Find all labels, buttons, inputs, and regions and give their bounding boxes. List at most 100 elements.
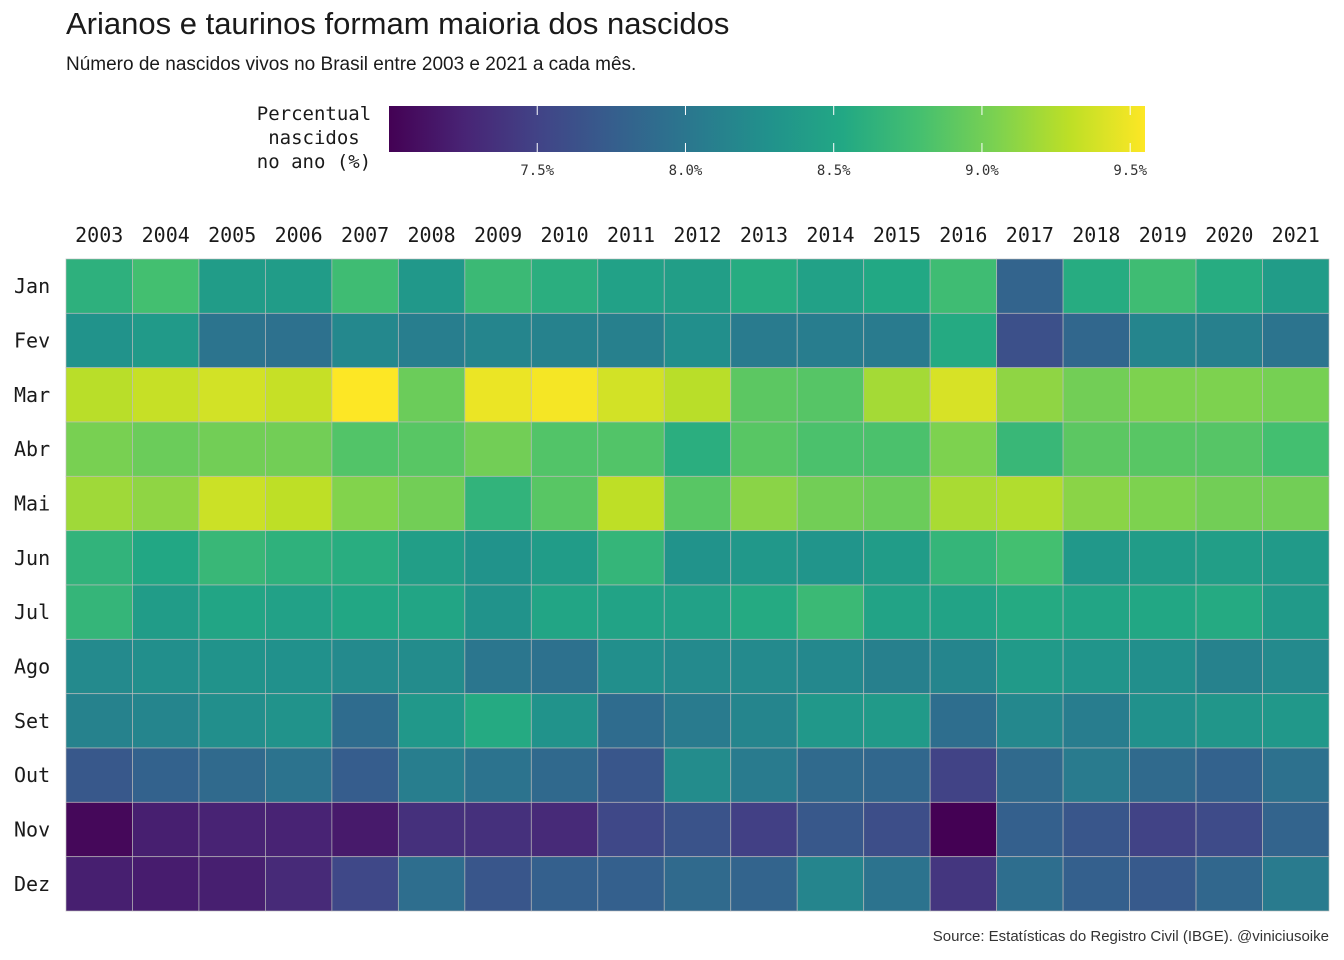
heatmap-cell [597, 584, 665, 640]
heatmap-cell [331, 638, 399, 695]
heatmap-cell [1129, 421, 1197, 477]
x-axis-label: 2012 [673, 223, 721, 247]
heatmap-cell [65, 312, 133, 369]
heatmap-cell [198, 421, 266, 477]
heatmap-cell [730, 475, 798, 532]
heatmap-cell [929, 638, 998, 695]
source-caption: Source: Estatísticas do Registro Civil (… [932, 928, 1329, 945]
heatmap-cell [663, 475, 732, 532]
heatmap-cell [663, 421, 732, 477]
legend-tick-label: 9.0% [965, 163, 999, 179]
heatmap-cell [796, 258, 865, 314]
heatmap-cell [597, 475, 665, 532]
heatmap-cell [597, 421, 665, 477]
heatmap-cell [132, 801, 200, 858]
heatmap-cell [996, 747, 1064, 803]
heatmap-cell [663, 856, 732, 912]
heatmap-cell [730, 584, 798, 640]
heatmap-cell [265, 421, 333, 477]
chart-title: Arianos e taurinos formam maioria dos na… [66, 6, 730, 41]
heatmap-cell [996, 584, 1064, 640]
heatmap-cell [796, 747, 865, 803]
heatmap-cell [996, 367, 1064, 423]
heatmap-cell [198, 475, 266, 532]
heatmap-cell [929, 367, 998, 423]
heatmap-cell [1129, 367, 1197, 423]
x-axis-label: 2003 [75, 223, 123, 247]
legend-colorbar [389, 106, 1145, 152]
heatmap-cell [464, 584, 532, 640]
heatmap-cell [730, 421, 798, 477]
heatmap-cell [397, 530, 466, 586]
heatmap-cell [65, 367, 133, 423]
heatmap-cell [1262, 693, 1330, 749]
heatmap-cell [132, 258, 200, 314]
heatmap-cell [65, 584, 133, 640]
heatmap-cell [663, 801, 732, 858]
heatmap-cell [464, 693, 532, 749]
heatmap-cell [65, 530, 133, 586]
heatmap-cell [597, 638, 665, 695]
heatmap-cell [1195, 693, 1263, 749]
heatmap-cell [796, 421, 865, 477]
heatmap-cell [1129, 747, 1197, 803]
x-axis-label: 2020 [1205, 223, 1253, 247]
heatmap-cell [1262, 367, 1330, 423]
heatmap-cell [331, 856, 399, 912]
heatmap-cell [331, 584, 399, 640]
heatmap-cell [597, 312, 665, 369]
heatmap-cell [1262, 801, 1330, 858]
heatmap-cell [663, 367, 732, 423]
heatmap-cell [265, 367, 333, 423]
heatmap-cell [198, 258, 266, 314]
heatmap-cell [265, 475, 333, 532]
heatmap-cell [597, 258, 665, 314]
heatmap-cell [132, 421, 200, 477]
heatmap-cell [1062, 367, 1130, 423]
heatmap-cell [796, 312, 865, 369]
heatmap-cell [730, 312, 798, 369]
heatmap-cell [265, 258, 333, 314]
heatmap-cell [796, 530, 865, 586]
heatmap-cell [397, 638, 466, 695]
heatmap-cell [1195, 475, 1263, 532]
heatmap-cell [663, 584, 732, 640]
x-axis-label: 2018 [1072, 223, 1120, 247]
heatmap-cell [929, 801, 998, 858]
heatmap-cell [863, 367, 931, 423]
heatmap-cell [132, 475, 200, 532]
heatmap-cell [929, 693, 998, 749]
heatmap-cell [198, 747, 266, 803]
heatmap-cell [132, 638, 200, 695]
heatmap-cell [198, 367, 266, 423]
heatmap-cell [730, 638, 798, 695]
heatmap-cell [663, 747, 732, 803]
x-axis-label: 2006 [275, 223, 323, 247]
chart-subtitle: Número de nascidos vivos no Brasil entre… [66, 54, 637, 75]
legend-tick-label: 7.5% [520, 163, 554, 179]
heatmap-cell [663, 638, 732, 695]
heatmap-cell [1195, 367, 1263, 423]
heatmap-cell [1062, 801, 1130, 858]
heatmap-cell [397, 312, 466, 369]
heatmap-cell [730, 530, 798, 586]
heatmap-cell [397, 801, 466, 858]
heatmap-cell [265, 584, 333, 640]
heatmap-cell [397, 747, 466, 803]
heatmap-cell [597, 747, 665, 803]
heatmap-cell [929, 475, 998, 532]
heatmap-cell [65, 693, 133, 749]
x-axis-label: 2010 [540, 223, 588, 247]
heatmap-cell [1262, 475, 1330, 532]
heatmap-cell [397, 475, 466, 532]
heatmap-cell [597, 856, 665, 912]
heatmap-cell [1129, 584, 1197, 640]
heatmap-cell [132, 367, 200, 423]
heatmap-cell [397, 693, 466, 749]
heatmap-cell [464, 856, 532, 912]
heatmap-cell [530, 258, 599, 314]
y-axis-label: Jun [14, 546, 50, 570]
heatmap-cell [132, 530, 200, 586]
heatmap-cell [331, 421, 399, 477]
